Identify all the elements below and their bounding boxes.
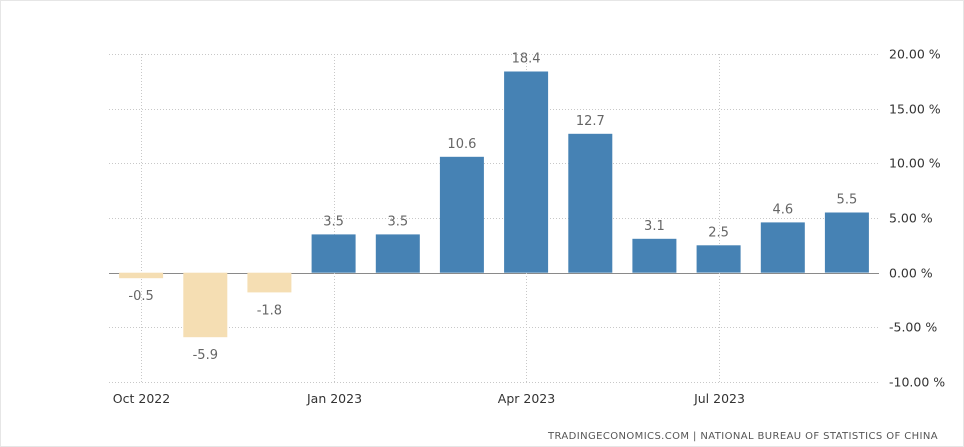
data-label: -0.5: [128, 289, 153, 304]
bar-feb-2023[interactable]: [375, 234, 420, 273]
bar-jan-2023[interactable]: [311, 234, 356, 273]
bar-may-2023[interactable]: [568, 133, 613, 273]
data-labels: -0.5 -5.9 -1.8 3.5 3.5 10.6 18.4 12.7 3.1 2.5 4.6 5…: [128, 52, 857, 364]
source-credit[interactable]: TRADINGECONOMICS.COM | NATIONAL BUREAU O…: [547, 431, 938, 442]
data-label: 5.5: [837, 193, 858, 208]
y-tick-label: 0.00 %: [889, 266, 933, 281]
x-tick-label: Jul 2023: [693, 391, 745, 406]
bar-dec-2022[interactable]: [247, 272, 292, 293]
x-tick-label: Jan 2023: [306, 391, 362, 406]
bar-mar-2023[interactable]: [439, 156, 484, 273]
x-tick-label: Oct 2022: [113, 391, 170, 406]
y-tick-label: -10.00 %: [889, 375, 945, 390]
data-label: -1.8: [257, 303, 282, 318]
x-tick-label: Apr 2023: [498, 391, 555, 406]
data-label: 3.1: [644, 219, 665, 234]
bar-jun-2023[interactable]: [632, 238, 677, 273]
y-tick-label: 20.00 %: [889, 47, 941, 62]
data-label: 18.4: [512, 52, 541, 67]
bar-apr-2023[interactable]: [504, 71, 549, 273]
y-axis: 20.00 % 15.00 % 10.00 % 5.00 % 0.00 % -5.00 %…: [889, 47, 945, 390]
data-label: 3.5: [387, 214, 408, 229]
bars: [119, 71, 869, 338]
y-tick-label: -5.00 %: [889, 320, 937, 335]
y-tick-label: 15.00 %: [889, 102, 941, 117]
data-label: 2.5: [708, 225, 729, 240]
bar-aug-2023[interactable]: [760, 222, 805, 273]
data-label: -5.9: [193, 348, 218, 363]
bar-jul-2023[interactable]: [696, 245, 741, 273]
bar-oct-2022[interactable]: [119, 272, 164, 279]
data-label: 4.6: [772, 202, 793, 217]
y-tick-label: 10.00 %: [889, 156, 941, 171]
data-label: 10.6: [447, 137, 476, 152]
bar-sep-2023[interactable]: [824, 212, 869, 273]
data-label: 12.7: [576, 114, 605, 129]
bar-nov-2022[interactable]: [183, 272, 228, 338]
y-tick-label: 5.00 %: [889, 211, 933, 226]
data-label: 3.5: [323, 214, 344, 229]
x-axis: Oct 2022 Jan 2023 Apr 2023 Jul 2023: [113, 391, 745, 406]
